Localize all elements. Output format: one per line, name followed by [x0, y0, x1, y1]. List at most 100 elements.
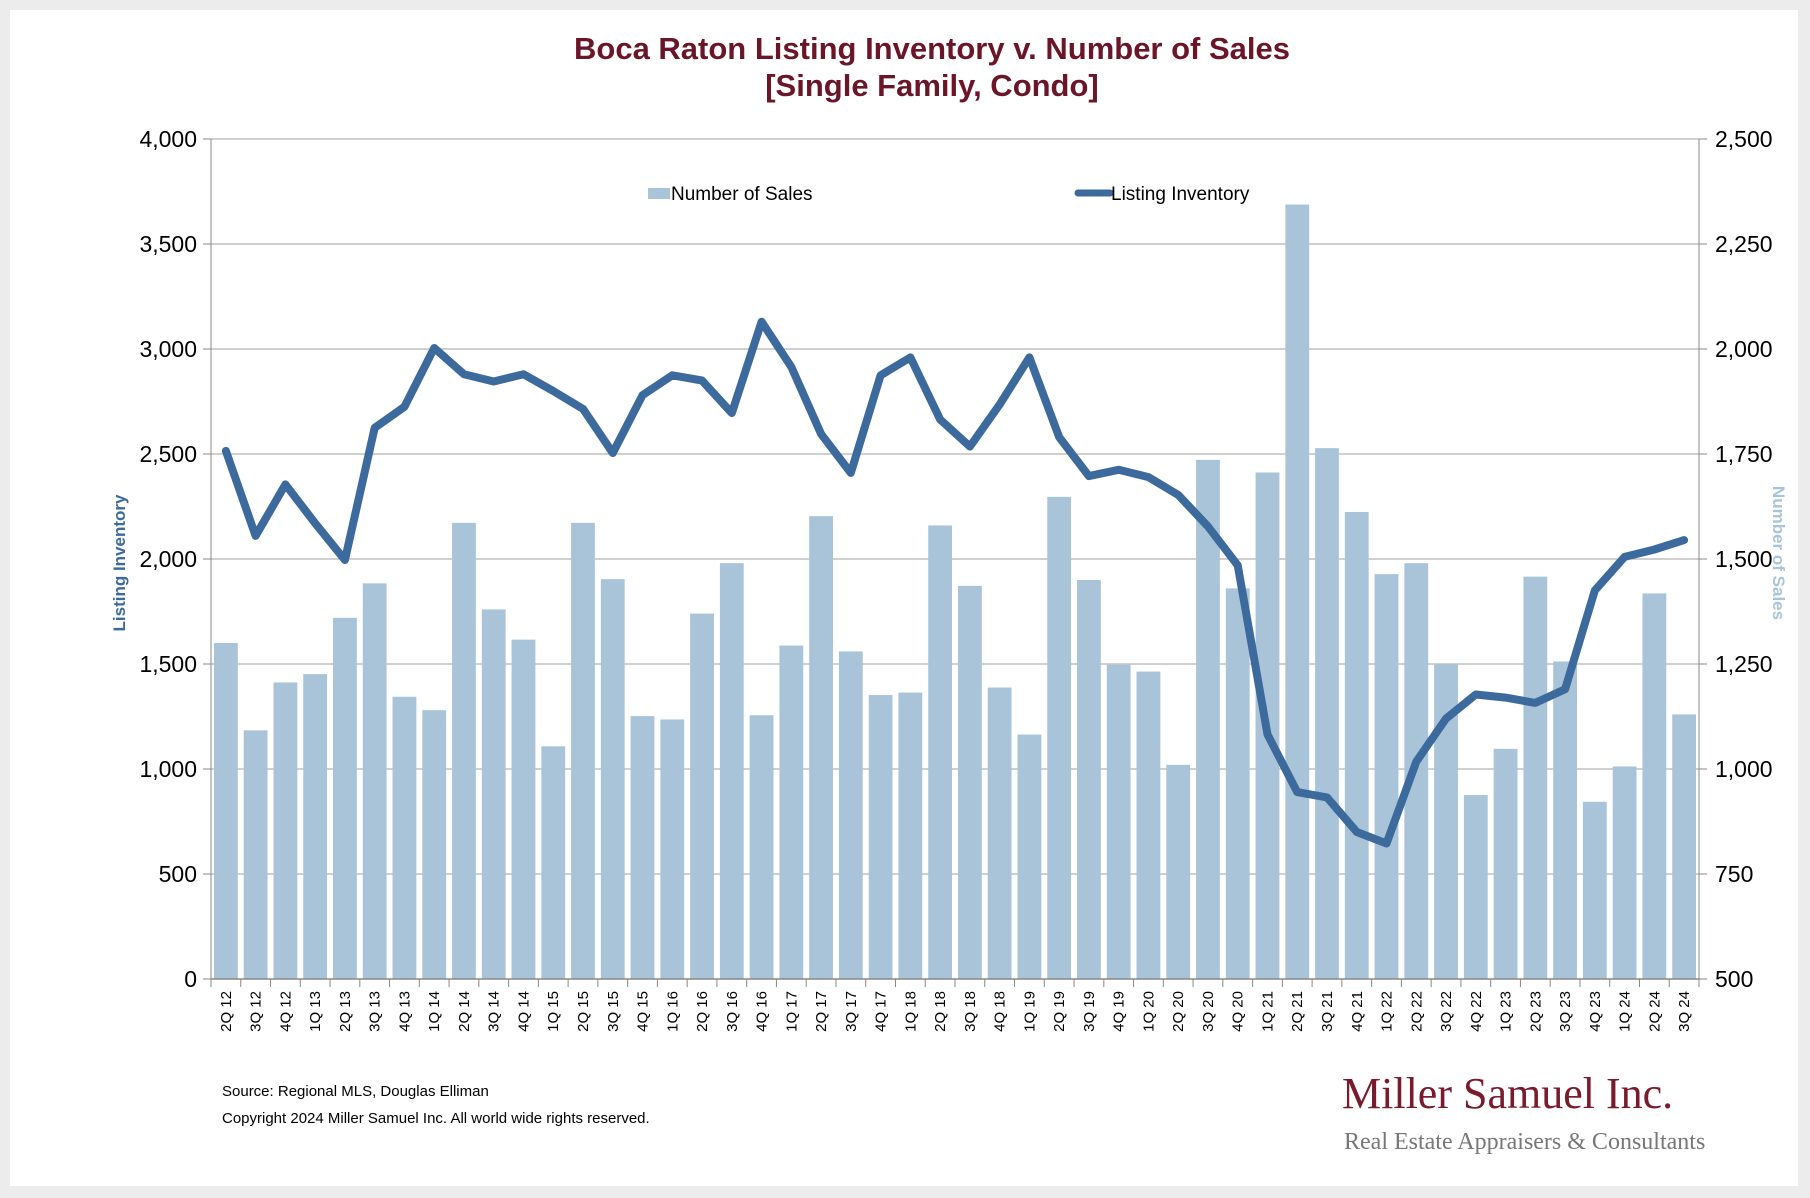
- sales-bar: [809, 516, 833, 979]
- x-tick-label: 3Q 13: [367, 991, 384, 1032]
- right-tick-label: 1,250: [1715, 651, 1773, 677]
- x-tick-label: 3Q 21: [1319, 991, 1336, 1032]
- x-tick-label: 4Q 19: [1111, 991, 1128, 1032]
- sales-bar: [868, 695, 893, 979]
- x-tick-label: 3Q 20: [1200, 991, 1217, 1032]
- sales-bar: [838, 651, 863, 979]
- right-tick-label: 750: [1715, 861, 1753, 887]
- sales-bar: [1493, 748, 1518, 979]
- right-tick-label: 1,500: [1715, 546, 1773, 572]
- x-tick-label: 4Q 18: [992, 991, 1009, 1032]
- sales-bar: [1672, 714, 1697, 979]
- left-tick-label: 1,000: [139, 756, 197, 782]
- x-tick-label: 2Q 21: [1289, 991, 1306, 1032]
- x-tick-label: 2Q 12: [218, 991, 235, 1032]
- sales-bar: [1136, 671, 1161, 979]
- x-tick-label: 2Q 15: [575, 991, 592, 1032]
- x-tick-label: 1Q 24: [1617, 991, 1634, 1032]
- right-tick-label: 2,500: [1715, 126, 1773, 152]
- sales-bar: [511, 639, 536, 979]
- legend-label-inventory: Listing Inventory: [1111, 184, 1250, 205]
- chart-subtitle: [Single Family, Condo]: [765, 68, 1099, 103]
- x-tick-label: 2Q 13: [337, 991, 354, 1032]
- sales-bar: [303, 674, 328, 979]
- left-tick-label: 0: [184, 966, 197, 992]
- x-tick-label: 2Q 20: [1170, 991, 1187, 1032]
- x-tick-label: 4Q 16: [754, 991, 771, 1032]
- sales-bar: [452, 522, 476, 979]
- sales-bar: [1523, 576, 1548, 979]
- sales-bar: [1463, 795, 1488, 979]
- sales-bar: [1047, 496, 1072, 979]
- x-tick-label: 4Q 23: [1587, 991, 1604, 1032]
- x-tick-label: 3Q 24: [1676, 991, 1693, 1032]
- x-tick-label: 1Q 14: [426, 991, 443, 1032]
- sales-bar: [1582, 801, 1607, 979]
- right-tick-label: 1,750: [1715, 441, 1773, 467]
- sales-bar: [1315, 448, 1339, 979]
- x-tick-label: 3Q 15: [605, 991, 622, 1032]
- x-tick-label: 2Q 14: [456, 991, 473, 1032]
- sales-bar: [541, 746, 566, 979]
- x-tick-label: 4Q 15: [635, 991, 652, 1032]
- right-tick-label: 2,000: [1715, 336, 1773, 362]
- sales-bar: [1612, 766, 1637, 979]
- x-tick-label: 3Q 14: [486, 991, 503, 1032]
- x-axis-ticks: 2Q 12 3Q 12 4Q 12 1Q 13 2Q 13 3Q 13 4Q 13 1Q 14…: [210, 979, 1700, 1032]
- x-tick-label: 1Q 15: [545, 991, 562, 1032]
- source-note: Source: Regional MLS, Douglas Elliman: [222, 1083, 489, 1100]
- x-tick-label: 4Q 14: [516, 991, 533, 1032]
- x-tick-label: 2Q 22: [1408, 991, 1425, 1032]
- sales-bar: [392, 696, 417, 979]
- x-tick-label: 4Q 22: [1468, 991, 1485, 1032]
- sales-bar: [1642, 593, 1667, 979]
- x-tick-label: 2Q 18: [932, 991, 949, 1032]
- legend: Number of Sales Listing Inventory: [648, 184, 1250, 205]
- left-tick-label: 3,000: [139, 336, 197, 362]
- inventory-series-line: [221, 317, 1689, 848]
- x-tick-label: 1Q 19: [1021, 991, 1038, 1032]
- sales-bar: [422, 710, 447, 979]
- x-tick-label: 1Q 13: [307, 991, 324, 1032]
- left-axis-ticks: 0 500 1,000 1,500 2,000 2,500 3,000 3,500 4,000: [139, 126, 211, 992]
- x-tick-label: 1Q 20: [1140, 991, 1157, 1032]
- sales-bar: [571, 522, 595, 979]
- sales-bar: [660, 719, 685, 979]
- x-tick-label: 4Q 20: [1230, 991, 1247, 1032]
- x-tick-label: 1Q 23: [1498, 991, 1515, 1032]
- sales-bar: [273, 682, 298, 979]
- chart-canvas: Boca Raton Listing Inventory v. Number o…: [110, 31, 1788, 1155]
- x-tick-label: 4Q 17: [873, 991, 890, 1032]
- left-axis-title: Listing Inventory: [110, 494, 129, 632]
- sales-bars: [213, 204, 1697, 979]
- sales-bar: [600, 579, 625, 979]
- x-tick-label: 4Q 21: [1349, 991, 1366, 1032]
- sales-bar: [1166, 764, 1191, 979]
- left-tick-label: 500: [159, 861, 197, 887]
- sales-bar: [1344, 511, 1369, 979]
- x-tick-label: 3Q 19: [1081, 991, 1098, 1032]
- x-tick-label: 3Q 16: [724, 991, 741, 1032]
- sales-bar: [243, 730, 268, 979]
- x-tick-label: 2Q 24: [1646, 991, 1663, 1032]
- x-tick-label: 1Q 18: [902, 991, 919, 1032]
- sales-bar: [630, 716, 655, 979]
- inventory-line: [221, 317, 1689, 848]
- chart-title: Boca Raton Listing Inventory v. Number o…: [574, 31, 1290, 66]
- sales-bar: [779, 645, 804, 979]
- sales-bar: [1017, 734, 1042, 979]
- x-tick-label: 2Q 17: [813, 991, 830, 1032]
- x-tick-label: 1Q 21: [1260, 991, 1277, 1032]
- chart-frame: Boca Raton Listing Inventory v. Number o…: [10, 10, 1798, 1186]
- sales-bar: [749, 715, 774, 979]
- x-tick-label: 3Q 17: [843, 991, 860, 1032]
- sales-bar: [928, 525, 953, 979]
- left-tick-label: 3,500: [139, 231, 197, 257]
- sales-bar: [481, 609, 506, 979]
- sales-bar: [898, 692, 923, 979]
- x-tick-label: 1Q 16: [664, 991, 681, 1032]
- left-tick-label: 2,500: [139, 441, 197, 467]
- sales-bar: [719, 563, 744, 979]
- sales-bar: [1106, 664, 1131, 979]
- sales-bar: [1196, 459, 1220, 979]
